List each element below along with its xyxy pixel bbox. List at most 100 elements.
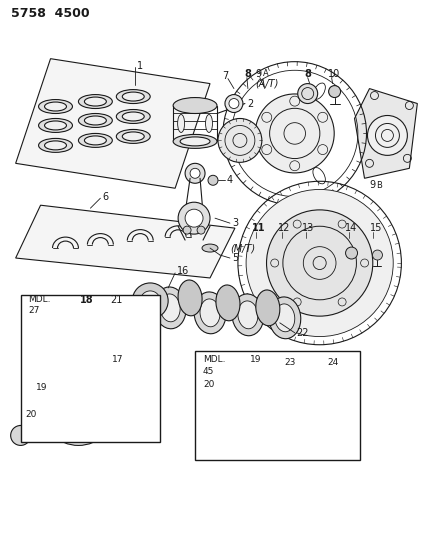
Text: 22: 22 [297, 328, 309, 338]
Circle shape [225, 94, 243, 112]
Circle shape [298, 84, 318, 103]
Circle shape [218, 118, 262, 163]
Circle shape [285, 393, 325, 432]
Ellipse shape [84, 136, 106, 145]
Ellipse shape [58, 322, 113, 344]
Circle shape [178, 202, 210, 234]
Ellipse shape [194, 292, 226, 334]
Circle shape [372, 250, 383, 260]
Ellipse shape [84, 116, 106, 125]
Ellipse shape [68, 326, 103, 340]
Text: 9: 9 [369, 180, 376, 190]
Text: 13: 13 [302, 223, 314, 233]
Polygon shape [354, 88, 417, 178]
Ellipse shape [200, 299, 220, 327]
Circle shape [345, 247, 357, 259]
Text: 20: 20 [26, 410, 37, 419]
Circle shape [329, 86, 341, 98]
Text: MDL.: MDL. [29, 295, 51, 304]
Text: 14: 14 [345, 223, 357, 233]
Text: 1: 1 [137, 61, 143, 71]
Ellipse shape [122, 132, 144, 141]
Ellipse shape [205, 115, 213, 132]
Ellipse shape [68, 356, 103, 370]
Text: B: B [377, 181, 382, 190]
Circle shape [190, 168, 200, 178]
Text: 21: 21 [110, 295, 123, 305]
Circle shape [216, 394, 232, 410]
Circle shape [263, 370, 347, 455]
Ellipse shape [45, 102, 66, 111]
Ellipse shape [269, 297, 301, 339]
Text: 10: 10 [327, 69, 340, 79]
Ellipse shape [39, 118, 72, 132]
Circle shape [11, 425, 30, 446]
Ellipse shape [154, 287, 186, 329]
Circle shape [208, 175, 218, 185]
Text: 19: 19 [36, 383, 47, 392]
Text: 20: 20 [203, 380, 214, 389]
Circle shape [183, 226, 191, 234]
Text: 18: 18 [80, 295, 94, 305]
Text: 8: 8 [244, 69, 251, 79]
Ellipse shape [173, 134, 217, 148]
Text: MDL.: MDL. [203, 355, 226, 364]
Ellipse shape [238, 301, 258, 329]
Text: 5: 5 [232, 253, 238, 263]
Ellipse shape [160, 294, 180, 322]
Ellipse shape [173, 98, 217, 114]
Text: 2: 2 [247, 99, 253, 109]
Circle shape [62, 392, 95, 424]
Text: 12: 12 [278, 223, 290, 233]
Circle shape [255, 94, 334, 173]
Text: 9: 9 [256, 69, 262, 79]
Ellipse shape [78, 114, 112, 127]
Circle shape [185, 209, 203, 227]
Ellipse shape [256, 290, 280, 326]
Ellipse shape [116, 130, 150, 143]
Ellipse shape [216, 285, 240, 321]
Ellipse shape [45, 141, 66, 150]
Circle shape [140, 291, 160, 311]
Text: 6: 6 [102, 192, 108, 202]
Circle shape [273, 381, 336, 445]
Text: 27: 27 [29, 306, 40, 316]
Text: 19: 19 [250, 355, 262, 364]
Circle shape [267, 210, 373, 316]
Ellipse shape [178, 280, 202, 316]
Bar [195, 351, 360, 461]
Ellipse shape [122, 92, 144, 101]
Circle shape [101, 365, 110, 375]
Polygon shape [16, 59, 210, 188]
Ellipse shape [202, 244, 218, 252]
Ellipse shape [232, 294, 264, 336]
Ellipse shape [45, 121, 66, 130]
Text: (A/T): (A/T) [255, 78, 278, 88]
Text: 45: 45 [203, 367, 214, 376]
Ellipse shape [78, 133, 112, 148]
Ellipse shape [178, 115, 184, 132]
Ellipse shape [116, 109, 150, 124]
Text: 8: 8 [305, 69, 312, 79]
Text: 5758  4500: 5758 4500 [11, 7, 89, 20]
Text: 7: 7 [222, 70, 228, 80]
Text: (M/T): (M/T) [230, 243, 255, 253]
Circle shape [185, 163, 205, 183]
Ellipse shape [39, 139, 72, 152]
Circle shape [229, 99, 239, 109]
Bar [21, 295, 160, 442]
Ellipse shape [180, 137, 210, 146]
Ellipse shape [78, 94, 112, 109]
Text: 16: 16 [177, 266, 189, 276]
Text: 24: 24 [327, 358, 339, 367]
Circle shape [51, 379, 106, 435]
Ellipse shape [39, 100, 72, 114]
Circle shape [368, 116, 407, 155]
Text: 11: 11 [252, 223, 265, 233]
Text: 23: 23 [285, 358, 296, 367]
Text: A: A [263, 69, 269, 78]
Circle shape [41, 370, 116, 446]
Ellipse shape [84, 97, 106, 106]
Ellipse shape [116, 90, 150, 103]
Circle shape [246, 189, 393, 336]
